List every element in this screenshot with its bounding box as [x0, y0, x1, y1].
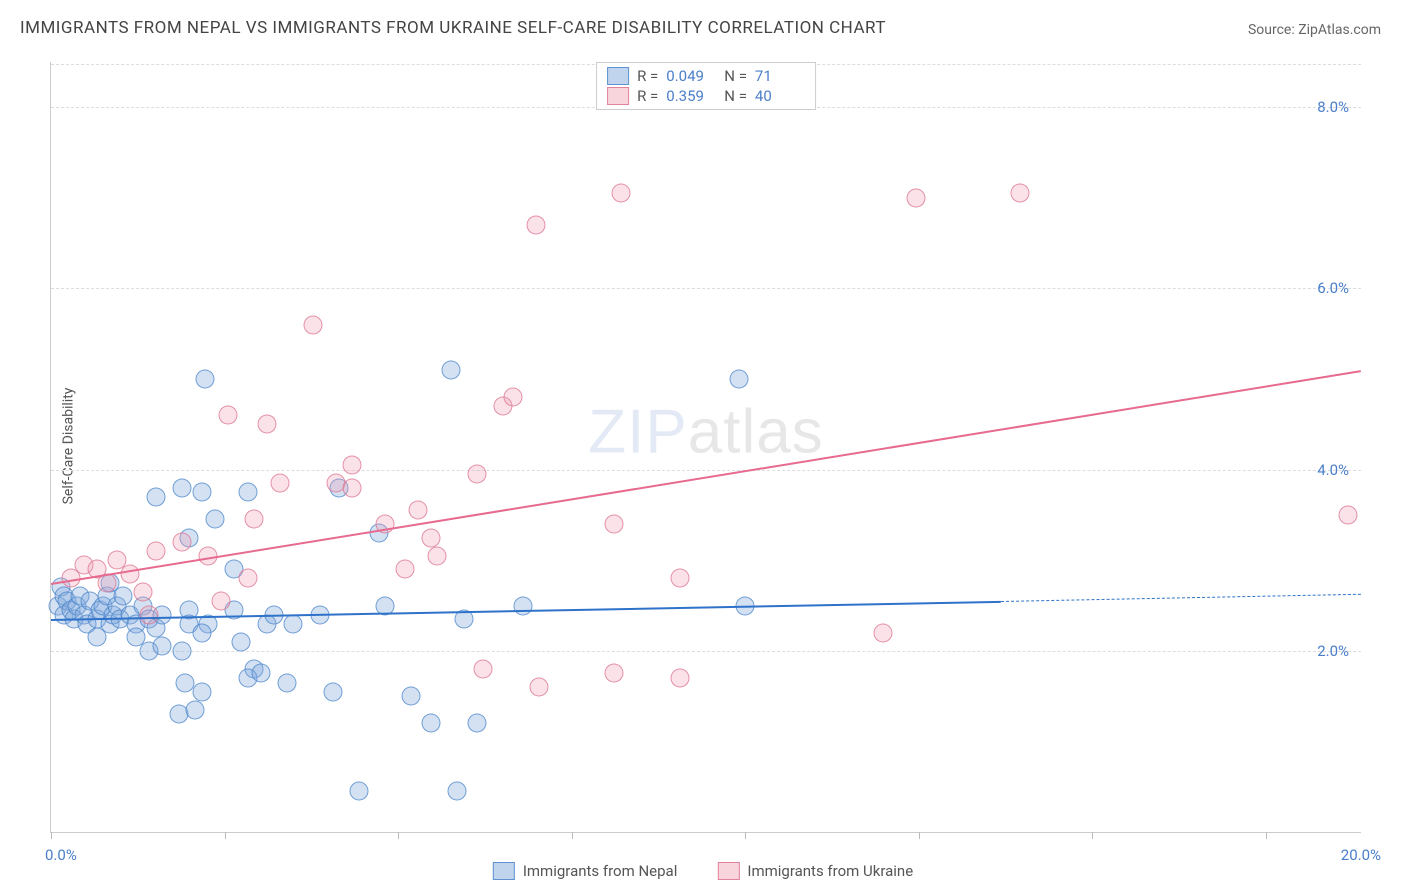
data-point-nepal [323, 682, 342, 701]
data-point-ukraine [245, 510, 264, 529]
chart-title: IMMIGRANTS FROM NEPAL VS IMMIGRANTS FROM… [20, 18, 886, 38]
data-point-ukraine [605, 664, 624, 683]
data-point-ukraine [304, 315, 323, 334]
data-point-ukraine [140, 605, 159, 624]
data-point-nepal [192, 483, 211, 502]
legend-item-ukraine: Immigrants from Ukraine [717, 862, 913, 880]
legend-item-nepal: Immigrants from Nepal [493, 862, 678, 880]
data-point-nepal [513, 596, 532, 615]
legend-row-nepal: R = 0.049 N = 71 [607, 67, 805, 85]
data-point-nepal [186, 700, 205, 719]
x-tick [919, 832, 920, 839]
data-point-ukraine [271, 474, 290, 493]
data-point-ukraine [421, 528, 440, 547]
data-point-ukraine [611, 184, 630, 203]
data-point-ukraine [218, 406, 237, 425]
data-point-ukraine [258, 415, 277, 434]
gridline [51, 651, 1361, 652]
x-tick [572, 832, 573, 839]
data-point-nepal [284, 614, 303, 633]
gridline [51, 288, 1361, 289]
swatch-blue-icon [607, 67, 629, 85]
data-point-ukraine [670, 569, 689, 588]
data-point-ukraine [670, 669, 689, 688]
data-point-nepal [173, 478, 192, 497]
trendline-nepal-dash [1001, 594, 1361, 602]
data-point-nepal [349, 782, 368, 801]
data-point-ukraine [526, 216, 545, 235]
data-point-nepal [467, 714, 486, 733]
data-point-nepal [205, 510, 224, 529]
data-point-ukraine [873, 623, 892, 642]
data-point-ukraine [605, 515, 624, 534]
data-point-ukraine [120, 564, 139, 583]
data-point-ukraine [173, 533, 192, 552]
data-point-ukraine [343, 456, 362, 475]
data-point-nepal [251, 664, 270, 683]
data-point-nepal [87, 628, 106, 647]
scatter-plot: ZIPatlas R = 0.049 N = 71 R = 0.359 N = … [50, 62, 1361, 833]
correlation-legend: R = 0.049 N = 71 R = 0.359 N = 40 [596, 62, 816, 110]
data-point-ukraine [212, 592, 231, 611]
x-tick-label: 20.0% [1341, 846, 1381, 864]
data-point-nepal [192, 682, 211, 701]
y-tick-label: 8.0% [1317, 98, 1349, 116]
trendline-ukraine [51, 370, 1361, 585]
data-point-nepal [192, 623, 211, 642]
data-point-ukraine [343, 478, 362, 497]
data-point-ukraine [906, 188, 925, 207]
x-tick [745, 832, 746, 839]
data-point-ukraine [395, 560, 414, 579]
data-point-nepal [277, 673, 296, 692]
swatch-pink-icon [607, 87, 629, 105]
x-tick [225, 832, 226, 839]
y-tick-label: 2.0% [1317, 642, 1349, 660]
data-point-ukraine [146, 542, 165, 561]
data-point-ukraine [1011, 184, 1030, 203]
series-legend: Immigrants from Nepal Immigrants from Uk… [493, 862, 913, 880]
x-tick [51, 832, 52, 839]
data-point-nepal [441, 361, 460, 380]
data-point-nepal [402, 687, 421, 706]
data-point-ukraine [428, 546, 447, 565]
data-point-nepal [173, 641, 192, 660]
data-point-nepal [729, 370, 748, 389]
data-point-ukraine [474, 659, 493, 678]
data-point-ukraine [529, 678, 548, 697]
data-point-nepal [421, 714, 440, 733]
watermark: ZIPatlas [588, 396, 823, 467]
y-tick-label: 6.0% [1317, 279, 1349, 297]
x-tick [1266, 832, 1267, 839]
data-point-nepal [153, 637, 172, 656]
x-tick-label: 0.0% [45, 846, 77, 864]
data-point-nepal [238, 483, 257, 502]
x-tick [398, 832, 399, 839]
legend-row-ukraine: R = 0.359 N = 40 [607, 87, 805, 105]
data-point-ukraine [238, 569, 257, 588]
data-point-ukraine [408, 501, 427, 520]
data-point-nepal [231, 632, 250, 651]
data-point-nepal [195, 370, 214, 389]
gridline [51, 470, 1361, 471]
swatch-blue-icon [493, 862, 515, 880]
data-point-ukraine [503, 388, 522, 407]
data-point-ukraine [467, 465, 486, 484]
source-attribution: Source: ZipAtlas.com [1248, 22, 1381, 38]
y-tick-label: 4.0% [1317, 461, 1349, 479]
x-tick [1092, 832, 1093, 839]
data-point-ukraine [1338, 505, 1357, 524]
swatch-pink-icon [717, 862, 739, 880]
data-point-nepal [146, 487, 165, 506]
data-point-nepal [448, 782, 467, 801]
data-point-ukraine [133, 582, 152, 601]
